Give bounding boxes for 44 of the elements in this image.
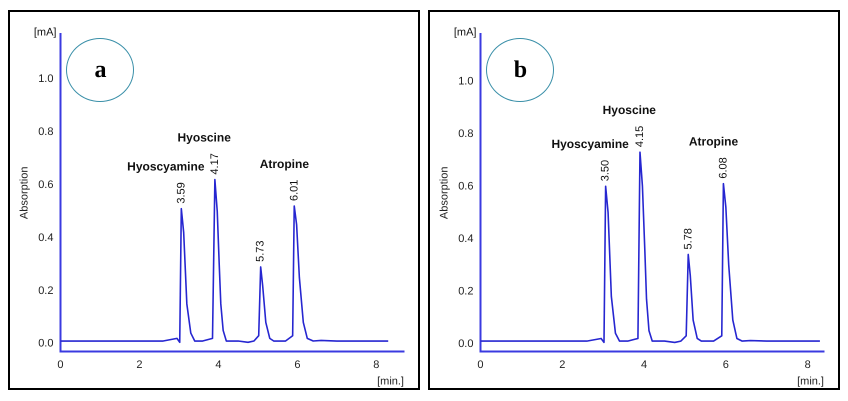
text: [mA] [34,26,56,39]
x-axis-title: [min.] [377,375,404,388]
annotation: Hyoscine [602,103,656,118]
annotation: 4.17 [208,153,221,175]
x-tick-label: 6 [722,359,729,372]
y-tick-label: 0.0 [38,338,54,350]
x-tick-label: 2 [136,359,143,372]
y-axis-title: Absorption [18,166,31,220]
text: [mA] [454,26,476,39]
x-axis-title: [min.] [797,375,824,388]
annotation: 6.08 [717,157,730,179]
annotation: Hyoscyamine [551,137,630,152]
annotation: Hyoscyamine [127,160,205,174]
y-tick-label: 0.0 [458,338,474,350]
y-tick-label: 1.0 [458,75,474,88]
y-tick-label: 0.8 [38,126,54,138]
annotation: Atropine [260,156,310,171]
annotation: 6.01 [288,180,300,202]
annotation: Hyoscine [178,130,232,144]
x-tick-label: 0 [477,359,484,372]
x-tick-label: 2 [559,359,566,372]
y-tick-label: 0.4 [38,232,54,244]
x-tick-label: 6 [294,359,300,372]
y-tick-label: 0.6 [458,180,474,192]
annotation: 5.73 [254,240,267,262]
y-tick-label: 0.2 [458,285,474,298]
x-tick-label: 8 [373,359,380,372]
circle-outline: b [486,38,554,102]
circle-outline: a [66,38,134,102]
annotation: 3.50 [600,160,612,182]
annotation: 5.78 [682,228,694,250]
y-tick-label: 0.2 [38,284,54,297]
y-axis-title: Absorption [438,166,451,220]
x-tick-label: 8 [804,359,811,372]
annotation: Atropine [688,134,739,149]
x-tick-label: 4 [215,359,222,372]
annotation: 4.15 [634,126,646,148]
y-tick-label: 0.4 [458,232,474,245]
y-tick-label: 1.0 [38,73,54,86]
y-tick-label: 0.8 [458,128,474,140]
annotation: 3.59 [175,182,188,204]
x-tick-label: 4 [641,359,648,372]
y-tick-label: 0.6 [38,178,54,191]
x-tick-label: 0 [57,359,64,372]
